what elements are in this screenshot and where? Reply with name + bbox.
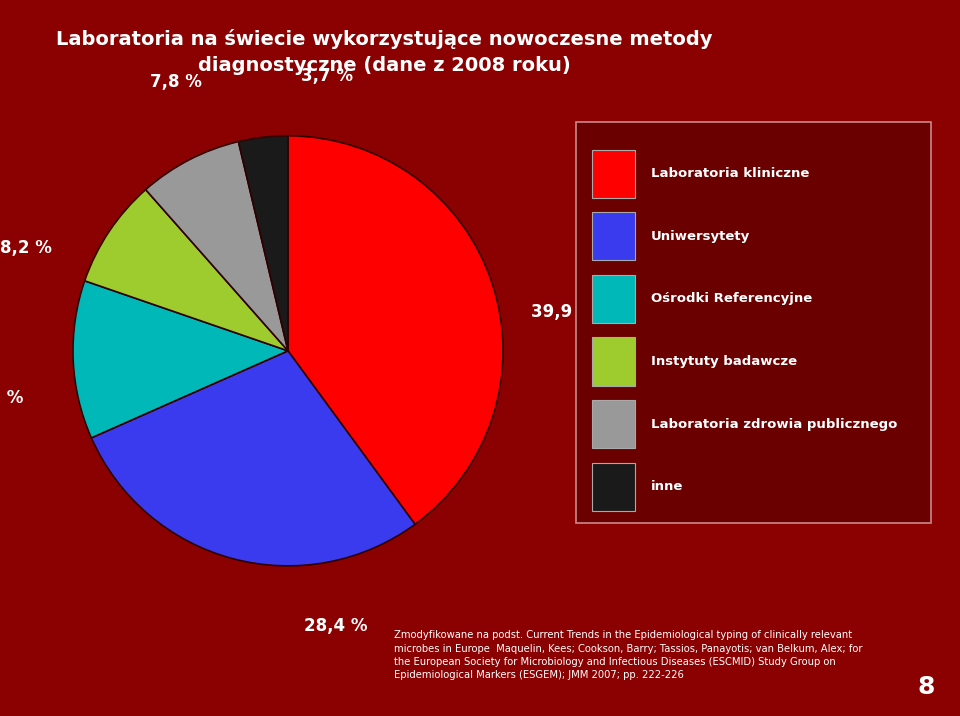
Text: 8: 8 bbox=[918, 675, 935, 700]
Text: diagnostyczne (dane z 2008 roku): diagnostyczne (dane z 2008 roku) bbox=[198, 57, 570, 75]
FancyBboxPatch shape bbox=[592, 150, 635, 198]
Text: Laboratoria kliniczne: Laboratoria kliniczne bbox=[651, 168, 809, 180]
FancyBboxPatch shape bbox=[592, 463, 635, 511]
FancyBboxPatch shape bbox=[592, 213, 635, 261]
Text: 3,7 %: 3,7 % bbox=[300, 67, 352, 84]
Wedge shape bbox=[238, 136, 288, 351]
Wedge shape bbox=[91, 351, 415, 566]
Text: Laboratoria na świecie wykorzystujące nowoczesne metody: Laboratoria na świecie wykorzystujące no… bbox=[56, 29, 712, 49]
Wedge shape bbox=[73, 281, 288, 438]
Text: 8,2 %: 8,2 % bbox=[0, 238, 52, 256]
Text: Instytuty badawcze: Instytuty badawcze bbox=[651, 355, 797, 368]
FancyBboxPatch shape bbox=[576, 122, 931, 523]
Text: Zmodyfikowane na podst. Current Trends in the Epidemiological typing of clinical: Zmodyfikowane na podst. Current Trends i… bbox=[394, 630, 862, 680]
Wedge shape bbox=[146, 142, 288, 351]
Wedge shape bbox=[84, 190, 288, 351]
Text: Laboratoria zdrowia publicznego: Laboratoria zdrowia publicznego bbox=[651, 417, 897, 430]
FancyBboxPatch shape bbox=[592, 400, 635, 448]
FancyBboxPatch shape bbox=[592, 337, 635, 385]
FancyBboxPatch shape bbox=[592, 275, 635, 323]
Text: Uniwersytety: Uniwersytety bbox=[651, 230, 750, 243]
Text: 39,9 %: 39,9 % bbox=[532, 303, 595, 321]
Text: Ośrodki Referencyjne: Ośrodki Referencyjne bbox=[651, 292, 812, 306]
Text: 28,4 %: 28,4 % bbox=[303, 617, 367, 635]
Text: inne: inne bbox=[651, 480, 683, 493]
Wedge shape bbox=[288, 136, 503, 524]
Text: 7,8 %: 7,8 % bbox=[151, 73, 203, 91]
Text: 11,9 %: 11,9 % bbox=[0, 390, 23, 407]
